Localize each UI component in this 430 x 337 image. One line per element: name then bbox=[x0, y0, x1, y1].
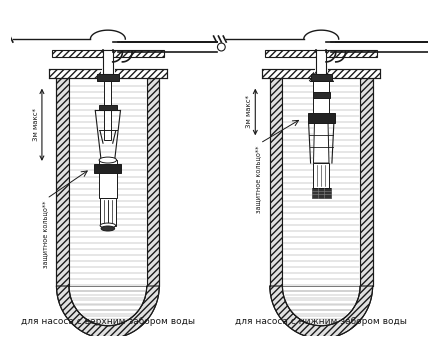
Bar bbox=[49, 69, 167, 78]
Bar bbox=[313, 163, 329, 188]
Bar bbox=[56, 78, 69, 286]
Bar bbox=[97, 74, 119, 81]
Bar bbox=[69, 78, 147, 286]
Bar bbox=[52, 50, 164, 57]
Bar bbox=[104, 81, 111, 140]
Bar bbox=[312, 188, 331, 198]
Ellipse shape bbox=[101, 226, 115, 231]
Text: 3м макс*: 3м макс* bbox=[246, 95, 252, 128]
Wedge shape bbox=[69, 286, 147, 326]
Wedge shape bbox=[283, 286, 360, 326]
Bar bbox=[283, 78, 360, 286]
Bar bbox=[52, 50, 164, 57]
Text: для насоса с верхним забором воды: для насоса с верхним забором воды bbox=[21, 317, 195, 326]
Bar bbox=[101, 69, 115, 78]
Wedge shape bbox=[56, 286, 159, 337]
Bar bbox=[316, 50, 326, 74]
Text: 3м макс*: 3м макс* bbox=[33, 108, 39, 141]
Bar bbox=[100, 198, 116, 225]
Bar bbox=[313, 81, 329, 116]
Bar bbox=[314, 69, 328, 78]
Bar bbox=[318, 74, 325, 125]
Bar bbox=[265, 50, 378, 57]
Bar bbox=[99, 104, 117, 111]
Ellipse shape bbox=[100, 223, 116, 228]
Bar bbox=[270, 78, 283, 286]
Bar bbox=[360, 78, 373, 286]
Bar bbox=[270, 78, 283, 286]
Bar bbox=[147, 78, 159, 286]
Bar bbox=[265, 50, 378, 57]
Bar bbox=[262, 69, 381, 78]
Bar bbox=[147, 78, 159, 286]
Bar bbox=[94, 164, 121, 173]
Bar bbox=[56, 78, 69, 286]
Bar bbox=[99, 160, 117, 198]
Text: защитное кольцо**: защитное кольцо** bbox=[42, 201, 48, 268]
Bar bbox=[307, 114, 335, 123]
Text: для насоса с нижним забором воды: для насоса с нижним забором воды bbox=[235, 317, 407, 326]
Bar bbox=[262, 69, 381, 78]
Text: защитное кольцо**: защитное кольцо** bbox=[255, 145, 261, 213]
Polygon shape bbox=[313, 123, 329, 163]
Bar bbox=[313, 92, 330, 98]
Bar bbox=[360, 78, 373, 286]
Wedge shape bbox=[270, 286, 373, 337]
Bar bbox=[103, 50, 113, 74]
Bar bbox=[310, 74, 332, 81]
Bar bbox=[49, 69, 167, 78]
Ellipse shape bbox=[99, 157, 117, 163]
